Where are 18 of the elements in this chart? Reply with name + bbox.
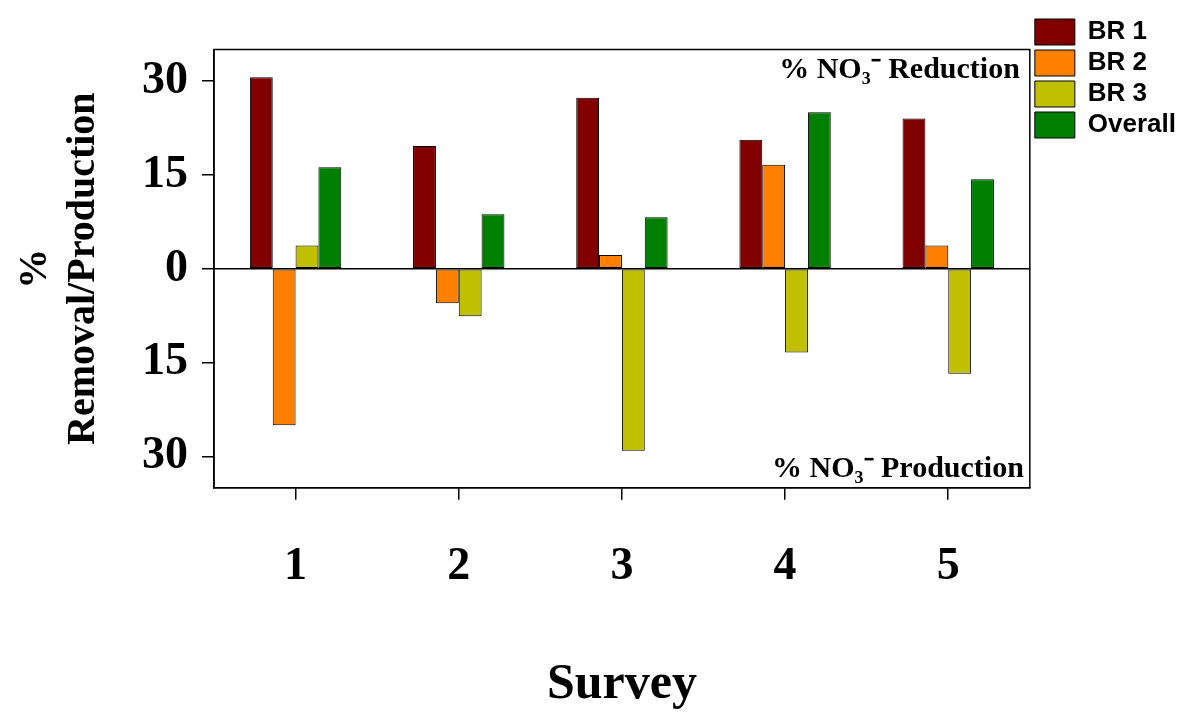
x-tick-label: 4 — [773, 538, 797, 590]
legend-label: BR 2 — [1087, 46, 1148, 77]
legend-label: BR 3 — [1087, 77, 1148, 108]
legend-label: BR 1 — [1087, 15, 1148, 46]
legend-label: Overall — [1087, 108, 1176, 139]
annotation: % NO₃⁻ Production — [772, 449, 1025, 483]
x-tick-label: 1 — [284, 538, 308, 590]
y-tick-label: 30 — [142, 51, 188, 103]
y-tick-label: 30 — [142, 427, 188, 479]
annotation: % NO₃⁻ Reduction — [779, 51, 1021, 85]
x-axis-title: Survey — [546, 652, 697, 709]
x-tick-label: 2 — [447, 538, 471, 590]
y-tick-label: 15 — [142, 333, 188, 385]
x-tick-label: 5 — [936, 538, 960, 590]
y-tick-label: 0 — [165, 239, 188, 291]
x-tick-label: 3 — [610, 538, 634, 590]
y-axis-title: % Removal/Production — [10, 92, 104, 445]
y-tick-label: 15 — [142, 145, 188, 197]
